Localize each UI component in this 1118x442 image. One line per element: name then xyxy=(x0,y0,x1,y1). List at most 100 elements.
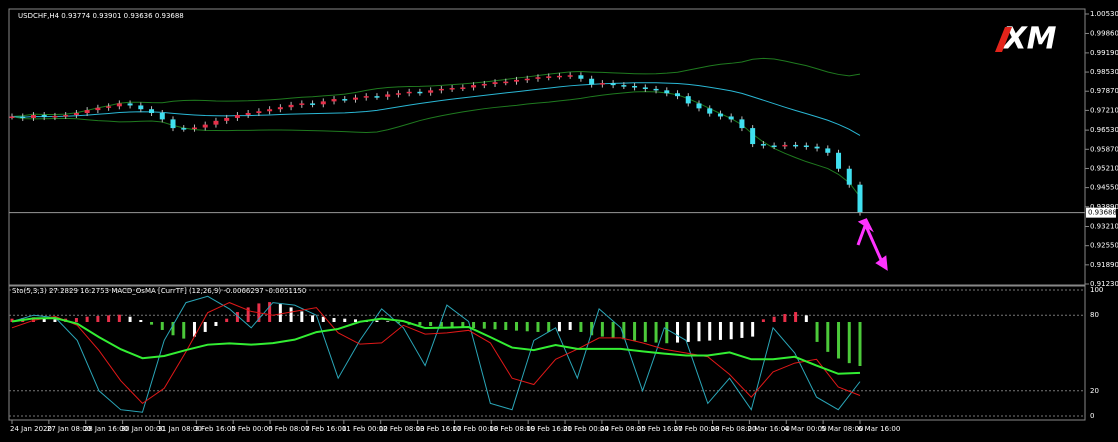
indicator-tick-label: 20 xyxy=(1090,387,1099,395)
candle xyxy=(760,144,766,146)
candle xyxy=(30,115,36,118)
candle xyxy=(438,88,444,91)
candle xyxy=(514,79,520,82)
osma-bar xyxy=(686,322,690,342)
osma-bar xyxy=(557,322,561,332)
last-price-label: 0.93688 xyxy=(1088,209,1117,217)
osma-bar xyxy=(590,322,594,336)
candle xyxy=(20,116,26,118)
candle xyxy=(395,93,401,95)
osma-bar xyxy=(117,314,121,322)
osma-bar xyxy=(837,322,841,359)
candle xyxy=(610,83,616,86)
candle xyxy=(9,116,15,118)
candle xyxy=(213,120,219,125)
osma-bar xyxy=(794,312,798,322)
osma-bar xyxy=(676,322,680,343)
last-price-box xyxy=(1086,207,1116,218)
x-tick-label: 13 Feb 16:00 xyxy=(416,425,462,433)
osma-bar xyxy=(150,322,154,325)
osma-bar xyxy=(203,322,207,332)
x-tick-label: 5 Feb 00:00 xyxy=(231,425,272,433)
candle xyxy=(374,96,380,98)
osma-bar xyxy=(128,316,132,322)
osma-bar xyxy=(751,322,755,337)
candle xyxy=(771,145,777,148)
osma-bar xyxy=(85,316,89,322)
x-tick-label: 19 Feb 16:00 xyxy=(526,425,572,433)
y-tick-label: 0.95210 xyxy=(1090,164,1118,172)
candle xyxy=(191,127,197,130)
candle xyxy=(170,119,176,129)
osma-bar xyxy=(504,322,508,330)
indicator-title: Sto(5,3,3) 27.2829 16.2753 MACD_OsMA [Cu… xyxy=(12,287,306,295)
osma-bar xyxy=(611,322,615,338)
candle xyxy=(352,97,358,100)
x-tick-label: 2 Mar 16:00 xyxy=(747,425,789,433)
bollinger-lower xyxy=(11,91,861,198)
candle xyxy=(546,76,552,78)
candle xyxy=(331,99,337,102)
osma-bar xyxy=(847,322,851,364)
candle xyxy=(299,103,305,105)
y-tick-label: 0.95870 xyxy=(1090,145,1118,153)
osma-bar xyxy=(772,316,776,322)
candle xyxy=(310,103,316,105)
candle xyxy=(524,78,530,81)
candle xyxy=(803,145,809,148)
osma-bar xyxy=(353,319,357,322)
osma-bar xyxy=(740,322,744,338)
candle xyxy=(696,103,702,109)
candle xyxy=(707,108,713,114)
y-tick-label: 0.99190 xyxy=(1090,49,1118,57)
osma-bar xyxy=(53,319,57,322)
osma-bar xyxy=(633,322,637,341)
x-tick-label: 12 Feb 08:00 xyxy=(379,425,425,433)
osma-bar xyxy=(31,317,35,322)
candle xyxy=(202,124,208,128)
osma-bar xyxy=(729,322,733,340)
stoch-signal xyxy=(11,302,861,405)
candle xyxy=(267,109,273,112)
candle xyxy=(814,146,820,149)
candle xyxy=(556,75,562,78)
osma-bar xyxy=(139,320,143,322)
candle xyxy=(717,113,723,117)
x-tick-label: 4 Mar 00:00 xyxy=(784,425,826,433)
x-tick-label: 6 Feb 08:00 xyxy=(268,425,309,433)
osma-bar xyxy=(225,318,229,322)
x-tick-label: 30 Jan 00:00 xyxy=(121,425,165,433)
osma-bar xyxy=(96,316,100,322)
osma-bar xyxy=(268,302,272,322)
candle xyxy=(149,109,155,113)
candle xyxy=(503,81,509,84)
candle xyxy=(73,113,79,116)
candle xyxy=(159,113,165,120)
candle xyxy=(782,144,788,147)
osma-bar xyxy=(332,318,336,322)
osma-bar xyxy=(429,322,433,326)
x-tick-label: 31 Jan 08:00 xyxy=(157,425,201,433)
osma-bar xyxy=(311,315,315,322)
x-tick-label: 11 Feb 00:00 xyxy=(342,425,388,433)
osma-bar xyxy=(643,322,647,342)
x-tick-label: 24 Feb 08:00 xyxy=(600,425,646,433)
osma-bar xyxy=(826,322,830,352)
osma-bar xyxy=(450,322,454,328)
candle xyxy=(234,115,240,118)
stoch-average xyxy=(11,317,861,375)
price-panel xyxy=(8,8,1086,286)
osma-bar xyxy=(10,318,14,322)
candle xyxy=(728,116,734,120)
x-tick-label: 28 Jan 16:00 xyxy=(84,425,128,433)
candle xyxy=(836,152,842,169)
candle xyxy=(578,75,584,79)
osma-bar xyxy=(246,307,250,322)
osma-bar xyxy=(858,322,862,366)
candle xyxy=(127,103,133,106)
osma-bar xyxy=(182,322,186,339)
osma-bar xyxy=(493,322,497,330)
y-tick-label: 0.97870 xyxy=(1090,87,1118,95)
x-tick-label: 17 Feb 00:00 xyxy=(452,425,498,433)
y-tick-label: 0.93890 xyxy=(1090,203,1118,211)
